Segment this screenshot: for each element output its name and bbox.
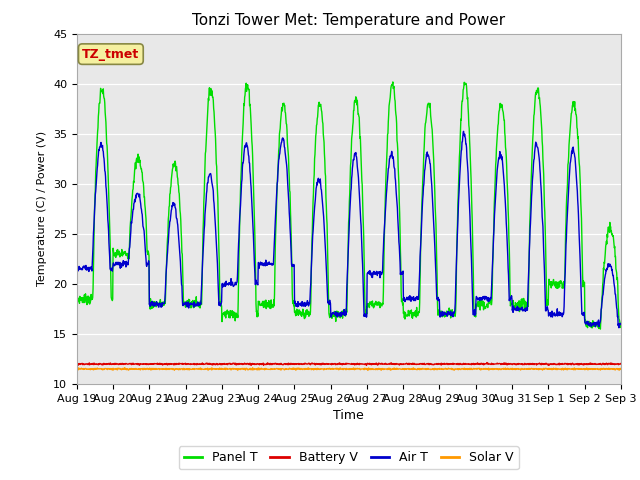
Title: Tonzi Tower Met: Temperature and Power: Tonzi Tower Met: Temperature and Power	[192, 13, 506, 28]
Air T	[505, 272, 513, 278]
Solar V	[181, 367, 189, 372]
Air T	[194, 299, 202, 305]
Air T	[617, 322, 625, 327]
Solar V	[505, 366, 513, 372]
Air T	[615, 325, 623, 331]
Battery V	[505, 361, 513, 367]
Solar V	[553, 366, 561, 372]
Line: Solar V: Solar V	[77, 368, 621, 370]
Battery V	[617, 360, 625, 366]
Solar V	[617, 366, 625, 372]
Battery V	[483, 360, 491, 365]
Panel T	[389, 79, 397, 85]
Panel T	[73, 292, 81, 298]
Battery V	[255, 361, 262, 367]
Air T	[180, 301, 188, 307]
Panel T	[180, 301, 188, 307]
Air T	[73, 270, 81, 276]
Text: TZ_tmet: TZ_tmet	[82, 48, 140, 60]
Air T	[255, 260, 262, 265]
Battery V	[362, 362, 370, 368]
Battery V	[553, 361, 561, 367]
Panel T	[596, 326, 604, 332]
Line: Battery V: Battery V	[77, 362, 621, 365]
Legend: Panel T, Battery V, Air T, Solar V: Panel T, Battery V, Air T, Solar V	[179, 446, 519, 469]
Solar V	[73, 366, 81, 372]
X-axis label: Time: Time	[333, 409, 364, 422]
Panel T	[255, 299, 262, 304]
Battery V	[434, 361, 442, 367]
Line: Air T: Air T	[77, 132, 621, 328]
Y-axis label: Temperature (C) / Power (V): Temperature (C) / Power (V)	[37, 131, 47, 287]
Panel T	[434, 299, 442, 305]
Air T	[433, 297, 441, 302]
Battery V	[73, 360, 81, 366]
Solar V	[121, 365, 129, 371]
Solar V	[364, 367, 372, 373]
Battery V	[194, 361, 202, 367]
Panel T	[553, 279, 561, 285]
Panel T	[505, 217, 513, 223]
Line: Panel T: Panel T	[77, 82, 621, 329]
Air T	[553, 312, 561, 318]
Panel T	[617, 323, 625, 329]
Panel T	[194, 300, 202, 305]
Solar V	[195, 366, 202, 372]
Air T	[460, 129, 467, 134]
Battery V	[180, 361, 188, 367]
Solar V	[434, 366, 442, 372]
Solar V	[255, 367, 263, 373]
